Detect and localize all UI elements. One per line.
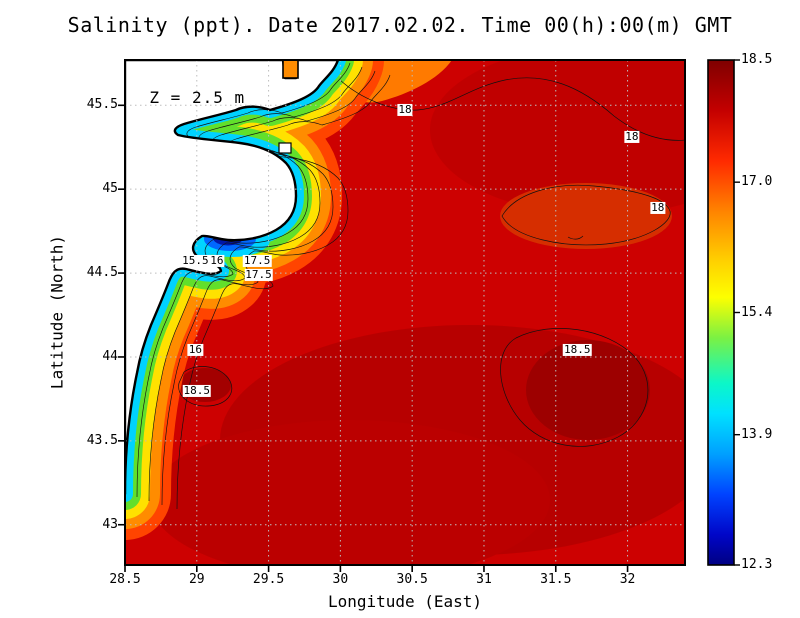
estuary-inlet [282, 60, 299, 79]
map-area [125, 60, 685, 565]
contour-18.5-loop [500, 328, 649, 447]
contour-18-loop [501, 184, 671, 246]
land-mass [125, 60, 340, 496]
high-salinity-pocket [526, 340, 650, 440]
lagoon [278, 142, 292, 154]
contour-18.5-small-loop [178, 366, 232, 407]
chart-title: Salinity (ppt). Date 2017.02.02. Time 00… [67, 13, 733, 37]
contour-minor [567, 235, 584, 240]
salinity-patch [430, 60, 685, 215]
low-salinity-pocket [500, 183, 672, 249]
x-axis-label: Longitude (East) [327, 592, 483, 611]
y-axis-label: Latitude (North) [47, 234, 67, 390]
plot-border [124, 59, 686, 566]
tick-marks [118, 104, 629, 572]
salinity-patch [150, 420, 550, 565]
colorbar [707, 59, 735, 566]
colorbar-tick-marks [734, 59, 740, 566]
contour-lines [136, 62, 685, 510]
contour-18 [339, 77, 685, 141]
